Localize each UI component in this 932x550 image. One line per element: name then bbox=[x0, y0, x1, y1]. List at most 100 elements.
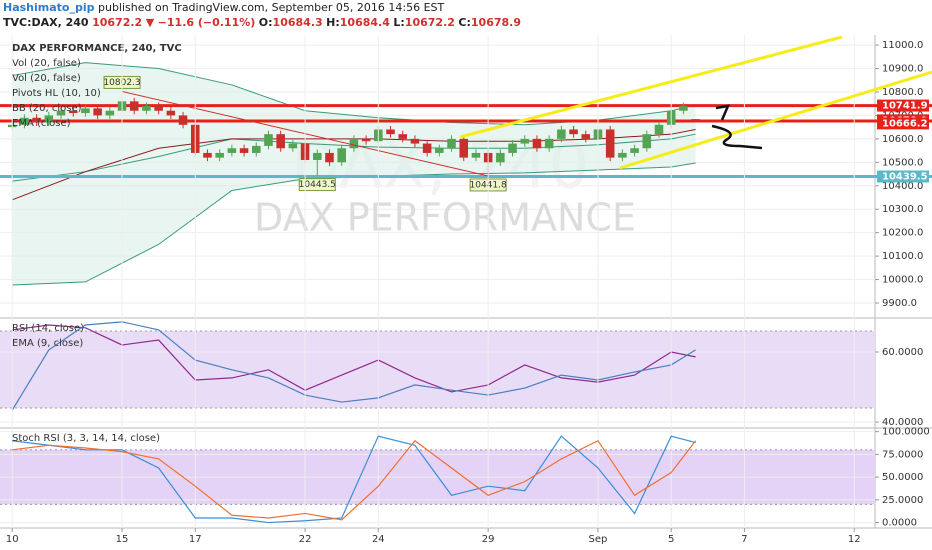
legend-entry: RSI (14, close) bbox=[12, 323, 84, 334]
y-tick-label: 50.0000 bbox=[882, 472, 923, 483]
candle-body bbox=[252, 145, 261, 153]
candle-body bbox=[435, 148, 444, 153]
candle-body bbox=[679, 106, 688, 111]
legend-entry: EMA (close) bbox=[12, 118, 71, 129]
published: published on TradingView.com, September … bbox=[98, 1, 445, 14]
candle-body bbox=[654, 124, 664, 135]
candle-body bbox=[605, 129, 615, 158]
candle-body bbox=[642, 134, 652, 149]
candle-body bbox=[557, 129, 566, 139]
plot-area: 11000.010900.010800.010700.010600.010500… bbox=[0, 35, 932, 545]
bb-fill bbox=[12, 62, 696, 285]
y-tick-label: 10300.0 bbox=[882, 204, 923, 215]
x-tick-label: 17 bbox=[189, 534, 202, 545]
legend-entry: EMA (9, close) bbox=[12, 338, 83, 349]
candle-body bbox=[313, 152, 322, 160]
candle-body bbox=[68, 110, 78, 114]
hand-drawing bbox=[711, 104, 763, 150]
y-tick-label: 10800.0 bbox=[882, 87, 923, 98]
legend-entry: Vol (20, false) bbox=[12, 73, 81, 84]
candle-body bbox=[508, 143, 517, 153]
candle-body bbox=[20, 117, 29, 125]
y-tick-label: 10200.0 bbox=[882, 228, 923, 239]
price-tag-label: 10741.9 bbox=[882, 101, 928, 112]
symbol: TVC:DAX, 240 bbox=[3, 16, 89, 29]
candle-body bbox=[325, 152, 334, 163]
candle-body bbox=[349, 138, 359, 149]
legend-entry: Pivots HL (10, 10) bbox=[12, 88, 101, 99]
price-tag-label: 10666.2 bbox=[882, 118, 928, 129]
candle-body bbox=[544, 138, 554, 149]
x-tick-label: 22 bbox=[299, 534, 312, 545]
ohlc-value: 10684.3 bbox=[272, 16, 323, 29]
x-tick-label: 5 bbox=[668, 534, 674, 545]
y-tick-label: 100.0000 bbox=[882, 427, 930, 438]
candle-body bbox=[459, 138, 469, 158]
y-tick-label: 10500.0 bbox=[882, 157, 923, 168]
candle-body bbox=[239, 148, 249, 153]
x-tick-label: 29 bbox=[482, 534, 495, 545]
legend-entry: Stoch RSI (3, 3, 14, 14, close) bbox=[12, 433, 160, 444]
line bbox=[11, 321, 696, 411]
candle-body bbox=[691, 119, 700, 121]
candle-body bbox=[422, 143, 432, 153]
pivot-box bbox=[298, 178, 336, 192]
trend-line bbox=[619, 70, 932, 170]
y-tick-label: 9900.0 bbox=[882, 298, 917, 309]
candle-body bbox=[264, 134, 273, 146]
change: −11.6 (−0.11%) bbox=[157, 16, 256, 29]
y-tick-label: 10400.0 bbox=[882, 181, 923, 192]
band bbox=[0, 330, 875, 409]
candle-body bbox=[56, 110, 66, 116]
candle-body bbox=[386, 129, 395, 135]
y-tick-label: 10600.0 bbox=[882, 134, 923, 145]
candle-body bbox=[569, 129, 578, 135]
y-tick-label: 10100.0 bbox=[882, 251, 923, 262]
header: Hashimato_pip published on TradingView.c… bbox=[3, 0, 521, 30]
candle-body bbox=[520, 138, 530, 144]
trend-line bbox=[459, 35, 843, 139]
y-tick-label: 40.0000 bbox=[882, 417, 923, 428]
candle-body bbox=[215, 152, 224, 158]
candle-body bbox=[630, 148, 639, 153]
line bbox=[12, 324, 696, 393]
author[interactable]: Hashimato_pip bbox=[3, 1, 95, 14]
candle-body bbox=[496, 152, 505, 163]
candle-body bbox=[471, 152, 481, 158]
ohlc-label: C: bbox=[458, 16, 471, 29]
header-line: TVC:DAX, 240 10672.2 ▼ −11.6 (−0.11%) O:… bbox=[3, 15, 521, 30]
candle-body bbox=[532, 138, 542, 149]
y-tick-label: 75.0000 bbox=[882, 449, 923, 460]
y-tick-label: 0.0000 bbox=[882, 518, 917, 529]
arrow: ▼ bbox=[145, 16, 155, 29]
ohlc-value: 10672.2 bbox=[404, 16, 455, 29]
x-tick-label: 7 bbox=[741, 534, 747, 545]
candle-body bbox=[44, 115, 54, 123]
pivot-label: 10443.5 bbox=[299, 180, 336, 190]
candle-body bbox=[361, 138, 371, 142]
watermark: DAX PERFORMANCE bbox=[254, 196, 636, 240]
candle-body bbox=[410, 138, 420, 144]
y-tick-label: 10900.0 bbox=[882, 64, 923, 75]
price-tag bbox=[877, 99, 929, 112]
candle-body bbox=[398, 134, 407, 139]
y-tick-label: 60.0000 bbox=[882, 347, 923, 358]
last-price: 10672.2 bbox=[92, 16, 143, 29]
ohlc-value: 10678.9 bbox=[470, 16, 521, 29]
candle-body bbox=[447, 138, 456, 149]
candle-body bbox=[337, 148, 346, 163]
price-tag-label: 10439.5 bbox=[882, 172, 928, 183]
x-tick-label: 15 bbox=[116, 534, 129, 545]
candle-body bbox=[142, 106, 151, 111]
candle-body bbox=[227, 148, 237, 153]
legend-entry: BB (20, close) bbox=[12, 103, 82, 114]
x-tick-label: 24 bbox=[372, 534, 385, 545]
legend-entry: Vol (20, false) bbox=[12, 58, 81, 69]
candle-body bbox=[618, 152, 627, 158]
candle-body bbox=[129, 101, 139, 111]
y-tick-label: 11000.0 bbox=[882, 40, 923, 51]
y-tick-label: 25.0000 bbox=[882, 495, 923, 506]
ohlc-label: O: bbox=[258, 16, 273, 29]
